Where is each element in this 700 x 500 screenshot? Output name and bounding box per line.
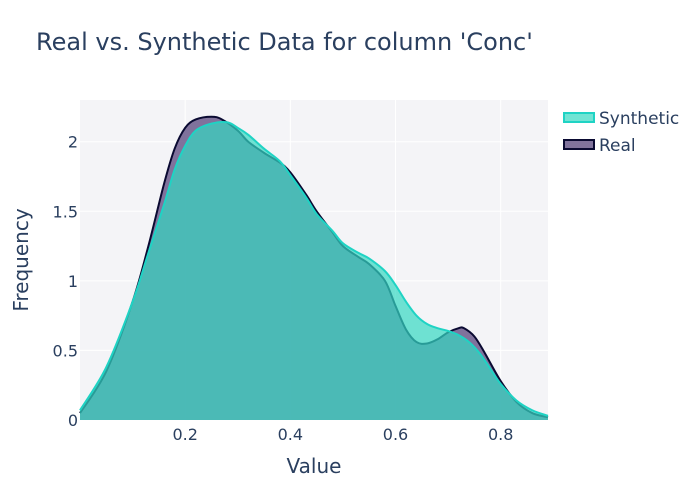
legend-item-synthetic[interactable]: Synthetic [563,109,679,129]
legend-label-synthetic: Synthetic [599,109,679,129]
x-axis-title: Value [287,454,342,478]
chart-title: Real vs. Synthetic Data for column 'Conc… [36,28,533,56]
y-axis-title: Frequency [9,208,33,311]
legend-swatch-synthetic [563,112,595,123]
x-tick-label: 0.8 [488,425,513,444]
x-tick-label: 0.6 [383,425,408,444]
y-axis-ticks: 0 0.5 1 1.5 2 [53,133,78,430]
legend-label-real: Real [599,136,636,156]
y-tick-label: 1 [68,272,78,291]
series-line-synthetic [79,120,549,417]
series-area-synthetic [80,121,548,420]
x-tick-label: 0.2 [172,425,197,444]
series-layer [79,115,549,420]
legend[interactable]: Synthetic Real [563,109,679,156]
y-tick-label: 0 [68,411,78,430]
y-tick-label: 1.5 [53,202,78,221]
x-tick-label: 0.4 [278,425,303,444]
y-tick-label: 0.5 [53,341,78,360]
legend-item-real[interactable]: Real [563,136,636,156]
x-axis-ticks: 0.2 0.4 0.6 0.8 [172,425,513,444]
legend-swatch-real [563,139,595,150]
y-tick-label: 2 [68,133,78,152]
